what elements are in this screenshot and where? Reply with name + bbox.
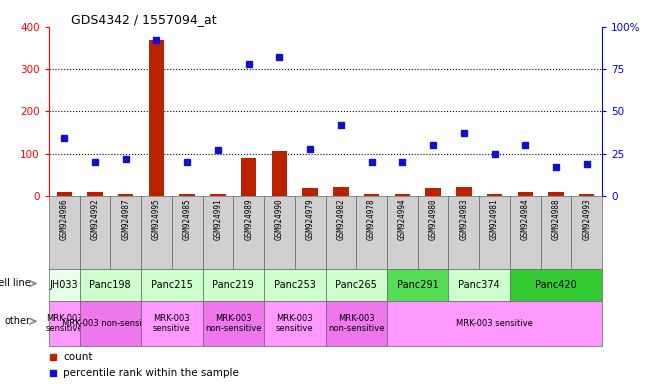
- Text: GSM924980: GSM924980: [428, 198, 437, 240]
- Bar: [210, 194, 226, 196]
- Text: Panc198: Panc198: [89, 280, 131, 290]
- Bar: [333, 187, 348, 196]
- Text: MRK-003 non-sensitive: MRK-003 non-sensitive: [62, 319, 158, 328]
- Text: GSM924986: GSM924986: [60, 198, 69, 240]
- Text: GSM924993: GSM924993: [582, 198, 591, 240]
- Bar: [479, 196, 510, 269]
- Text: GSM924991: GSM924991: [214, 198, 223, 240]
- Bar: [425, 188, 441, 196]
- Bar: [572, 196, 602, 269]
- Text: MRK-003
sensitive: MRK-003 sensitive: [153, 314, 191, 333]
- Text: percentile rank within the sample: percentile rank within the sample: [63, 368, 240, 378]
- Text: count: count: [63, 352, 93, 362]
- Bar: [202, 196, 233, 269]
- Text: Panc265: Panc265: [335, 280, 377, 290]
- Text: Panc215: Panc215: [151, 280, 193, 290]
- Text: GSM924981: GSM924981: [490, 198, 499, 240]
- Text: GSM924987: GSM924987: [121, 198, 130, 240]
- Text: GSM924990: GSM924990: [275, 198, 284, 240]
- Bar: [233, 196, 264, 269]
- Bar: [118, 194, 133, 196]
- Bar: [172, 196, 202, 269]
- Text: GSM924988: GSM924988: [551, 198, 561, 240]
- Text: MRK-003
non-sensitive: MRK-003 non-sensitive: [328, 314, 385, 333]
- Bar: [79, 196, 110, 269]
- Text: Panc420: Panc420: [535, 280, 577, 290]
- Text: GSM924994: GSM924994: [398, 198, 407, 240]
- Bar: [141, 196, 172, 269]
- Bar: [395, 194, 410, 196]
- Text: Panc219: Panc219: [212, 280, 254, 290]
- Bar: [387, 196, 418, 269]
- Bar: [541, 196, 572, 269]
- Text: GSM924984: GSM924984: [521, 198, 530, 240]
- Text: GSM924983: GSM924983: [460, 198, 468, 240]
- Text: cell line: cell line: [0, 278, 30, 288]
- Bar: [456, 187, 471, 196]
- Text: GSM924989: GSM924989: [244, 198, 253, 240]
- Bar: [418, 196, 449, 269]
- Text: GSM924992: GSM924992: [90, 198, 100, 240]
- Bar: [326, 196, 356, 269]
- Bar: [548, 192, 564, 196]
- Bar: [87, 192, 103, 196]
- Bar: [364, 194, 380, 196]
- Bar: [241, 158, 256, 196]
- Text: GSM924979: GSM924979: [305, 198, 314, 240]
- Bar: [271, 151, 287, 196]
- Bar: [487, 194, 503, 196]
- Text: GSM924982: GSM924982: [337, 198, 346, 240]
- Bar: [510, 196, 541, 269]
- Bar: [49, 196, 79, 269]
- Bar: [303, 188, 318, 196]
- Text: GSM924985: GSM924985: [183, 198, 191, 240]
- Text: Panc291: Panc291: [397, 280, 439, 290]
- Bar: [356, 196, 387, 269]
- Bar: [449, 196, 479, 269]
- Text: JH033: JH033: [50, 280, 79, 290]
- Bar: [295, 196, 326, 269]
- Text: MRK-003
sensitive: MRK-003 sensitive: [276, 314, 314, 333]
- Text: MRK-003
sensitive: MRK-003 sensitive: [46, 314, 83, 333]
- Bar: [264, 196, 295, 269]
- Text: GDS4342 / 1557094_at: GDS4342 / 1557094_at: [71, 13, 217, 26]
- Bar: [148, 40, 164, 196]
- Text: other: other: [5, 316, 30, 326]
- Text: MRK-003 sensitive: MRK-003 sensitive: [456, 319, 533, 328]
- Bar: [518, 192, 533, 196]
- Text: MRK-003
non-sensitive: MRK-003 non-sensitive: [205, 314, 262, 333]
- Bar: [110, 196, 141, 269]
- Bar: [57, 192, 72, 196]
- Text: Panc253: Panc253: [274, 280, 316, 290]
- Text: Panc374: Panc374: [458, 280, 500, 290]
- Bar: [579, 194, 594, 196]
- Text: GSM924978: GSM924978: [367, 198, 376, 240]
- Bar: [180, 194, 195, 196]
- Text: GSM924995: GSM924995: [152, 198, 161, 240]
